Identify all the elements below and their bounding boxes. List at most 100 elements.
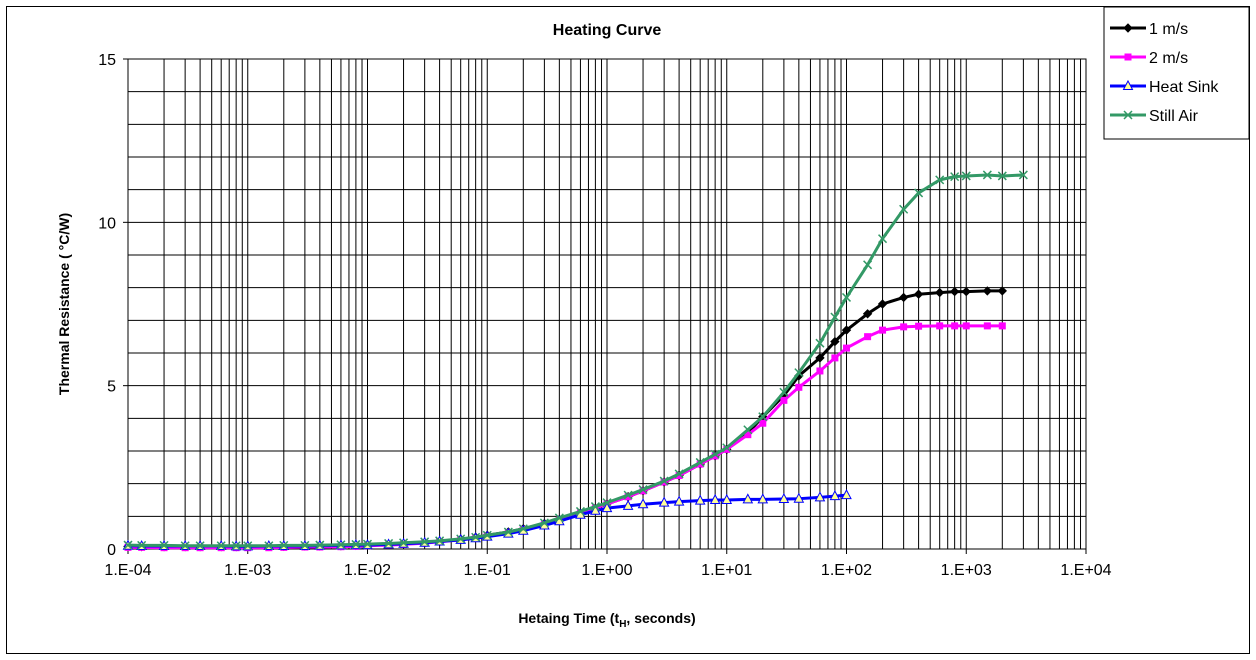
data-point-square <box>915 322 923 330</box>
data-point-x <box>623 490 633 500</box>
data-point-x <box>830 312 840 322</box>
series-line <box>127 173 1024 548</box>
legend: 1 m/s 2 m/s Heat Sink Still Air <box>1103 7 1249 140</box>
data-point-x-stroke <box>503 527 513 537</box>
data-point-x-stroke <box>899 204 909 214</box>
data-point-x-stroke <box>878 234 888 244</box>
data-point-x-stroke <box>710 449 720 459</box>
x-tick-label: 1.E-01 <box>464 562 511 579</box>
legend-item: Heat Sink <box>1110 79 1219 96</box>
data-point-x-stroke <box>180 541 190 551</box>
data-point-square <box>983 322 991 330</box>
data-point-diamond <box>815 353 825 363</box>
data-point-x <box>482 530 492 540</box>
data-point-x <box>695 457 705 467</box>
data-point-diamond <box>877 299 888 309</box>
data-point-x <box>935 175 945 185</box>
data-point-x <box>863 260 873 270</box>
data-point-x-stroke <box>779 387 789 397</box>
data-point-x-stroke <box>575 506 585 516</box>
data-point-x-stroke <box>950 172 960 182</box>
data-point-x <box>899 204 909 214</box>
data-point-x <box>518 524 528 534</box>
y-axis-title: Thermal Resistance ( °C/W) <box>56 213 72 395</box>
data-point-x-stroke <box>982 170 992 180</box>
data-point-diamond <box>841 325 852 335</box>
data-point-x-stroke <box>914 188 924 198</box>
data-point-triangle <box>814 491 826 502</box>
data-point-x <box>243 541 253 551</box>
data-point-x <box>743 425 753 435</box>
data-point-x <box>1123 110 1133 120</box>
data-point-x-stroke <box>794 368 804 378</box>
data-point-x <box>279 540 289 550</box>
data-point-x <box>794 368 804 378</box>
data-point-x <box>195 541 205 551</box>
data-point-x-stroke <box>231 541 241 551</box>
data-point-x-stroke <box>315 540 325 550</box>
x-axis-title-tail: , seconds) <box>626 610 695 626</box>
data-point-x <box>659 476 669 486</box>
x-tick-label: 1.E+02 <box>821 562 872 579</box>
data-point-x <box>315 540 325 550</box>
data-point-x-stroke <box>863 260 873 270</box>
data-point-x-stroke <box>997 171 1007 181</box>
data-point-diamond <box>898 292 909 303</box>
data-point-x <box>575 506 585 516</box>
data-point-x-stroke <box>659 476 669 486</box>
data-point-x <box>961 171 971 181</box>
data-point-x-stroke <box>695 457 705 467</box>
data-point-x-stroke <box>420 537 430 547</box>
data-point-triangle <box>590 504 601 515</box>
data-point-square <box>962 322 970 330</box>
data-point-x <box>399 538 409 548</box>
data-point-x-stroke <box>137 540 147 550</box>
legend-label: 1 m/s <box>1149 21 1188 38</box>
data-point-x-stroke <box>602 498 612 508</box>
data-point-x-stroke <box>243 541 253 551</box>
data-point-triangle <box>721 493 733 504</box>
x-tick-label: 1.E+00 <box>581 562 632 579</box>
data-point-x-stroke <box>623 490 633 500</box>
heating-curve-chart: 1.E-04 1.E-03 1.E-02 1.E-01 1.E+00 1.E+01 1.E+… <box>56 7 1249 630</box>
data-point-x <box>602 498 612 508</box>
data-point-x <box>384 538 394 548</box>
data-point-x-stroke <box>435 536 445 546</box>
data-point-x <box>503 527 513 537</box>
data-point-triangle <box>622 499 634 510</box>
data-point-x-stroke <box>264 541 274 551</box>
legend-item: 2 m/s <box>1110 50 1188 67</box>
data-point-x <box>123 540 133 550</box>
data-point-x <box>815 338 825 348</box>
data-point-x-stroke <box>159 540 169 550</box>
data-point-x <box>997 171 1007 181</box>
data-point-x-stroke <box>722 443 732 453</box>
data-point-square <box>816 367 824 375</box>
data-point-x-stroke <box>743 425 753 435</box>
data-point-x-stroke <box>336 540 346 550</box>
x-tick-label: 1.E-03 <box>224 562 271 579</box>
data-point-x-stroke <box>456 534 466 544</box>
data-point-triangle <box>601 502 613 513</box>
data-point-triangle <box>778 492 790 504</box>
data-point-x <box>180 541 190 551</box>
data-point-x <box>456 534 466 544</box>
data-point-triangle <box>709 493 721 504</box>
data-point-x-stroke <box>590 502 600 512</box>
data-point-diamond <box>830 336 840 347</box>
x-axis-title-subscript: H <box>619 619 626 630</box>
data-point-triangle <box>793 492 805 503</box>
data-point-diamond <box>997 286 1008 296</box>
data-point-x-stroke <box>279 540 289 550</box>
data-point-diamond <box>913 289 924 299</box>
data-point-diamond <box>862 309 873 319</box>
data-point-x <box>914 188 924 198</box>
data-point-square <box>780 396 788 404</box>
data-point-x <box>722 443 732 453</box>
series-line <box>128 324 1003 550</box>
series-still-air <box>123 170 1028 551</box>
data-point-diamond <box>961 286 971 297</box>
data-point-x <box>841 292 852 302</box>
data-point-x-stroke <box>123 540 133 550</box>
data-point-triangle <box>757 493 769 504</box>
